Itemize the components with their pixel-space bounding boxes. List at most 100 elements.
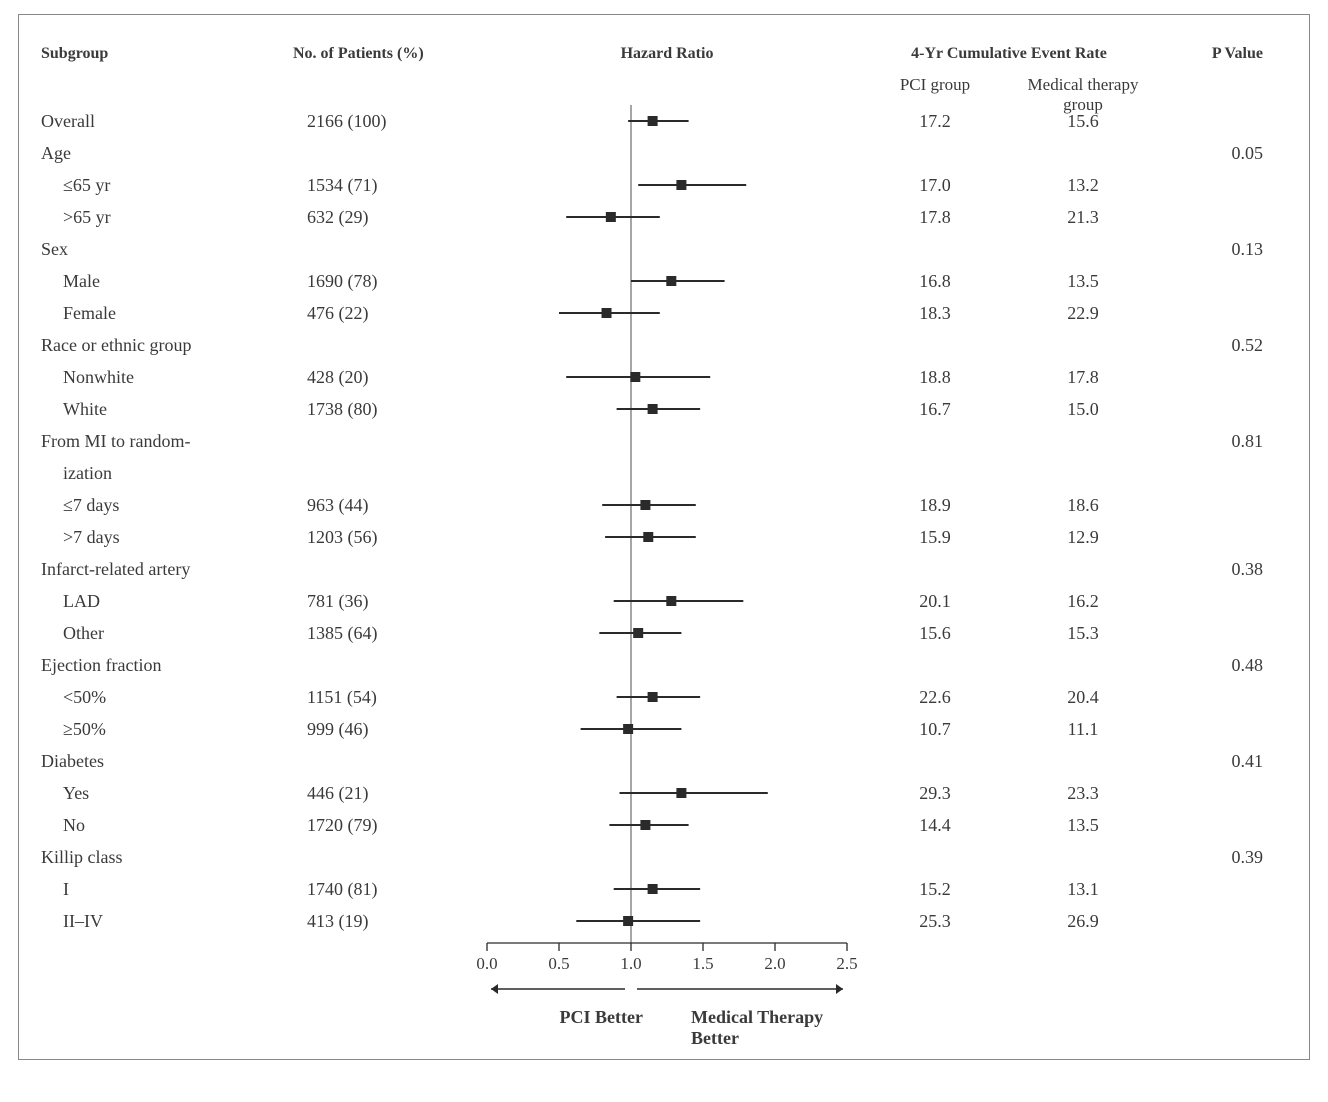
pci-rate-cell: 10.7 [865,719,1005,740]
forest-cell [477,457,857,489]
subgroup-label: No [41,815,271,836]
pvalue-cell: 0.05 [1161,143,1271,164]
subgroup-label: Other [41,623,271,644]
svg-text:0.5: 0.5 [548,954,569,973]
group-row: Infarct-related artery 0.38 [41,553,1287,585]
subgroup-label: ≤7 days [41,495,271,516]
svg-text:2.5: 2.5 [836,954,857,973]
forest-cell [477,489,857,521]
axis-svg: 0.00.51.01.52.02.5 [477,937,857,979]
header-pvalue: P Value [1161,45,1271,63]
axis-row: 0.00.51.01.52.02.5 [41,937,1287,979]
subgroup-label: ≥50% [41,719,271,740]
data-row: I1740 (81)15.213.1 [41,873,1287,905]
header-med-group: Medical therapy group [1013,75,1153,115]
subgroup-label: Diabetes [41,751,271,772]
med-rate-cell: 15.0 [1013,399,1153,420]
patients-cell: 1203 (56) [279,527,469,548]
group-row: From MI to random-0.81 [41,425,1287,457]
pvalue-cell: 0.41 [1161,751,1271,772]
forest-cell [477,137,857,169]
axis-right-label: Medical Therapy Better [685,1007,857,1049]
subgroup-label: Sex [41,239,271,260]
pvalue-cell: 0.81 [1161,431,1271,452]
forest-cell [477,361,857,393]
patients-cell: 428 (20) [279,367,469,388]
axis-label-row: PCI Better Medical Therapy Better [41,1007,1287,1049]
header-patients: No. of Patients (%) [279,45,469,63]
svg-text:1.0: 1.0 [620,954,641,973]
data-row: ≥50% 999 (46) 10.7 11.1 [41,713,1287,745]
patients-cell: 1720 (79) [279,815,469,836]
pci-rate-cell: 18.3 [865,303,1005,324]
subgroup-label: White [41,399,271,420]
group-row: Sex 0.13 [41,233,1287,265]
pci-rate-cell: 25.3 [865,911,1005,932]
arrow-cell [477,979,857,1007]
forest-table: Subgroup No. of Patients (%) Hazard Rati… [41,33,1287,1049]
group-row: Killip class0.39 [41,841,1287,873]
data-row: White1738 (80)16.715.0 [41,393,1287,425]
data-row: Female476 (22)18.322.9 [41,297,1287,329]
pvalue-cell: 0.38 [1161,559,1271,580]
subgroup-label: Race or ethnic group [41,335,271,356]
subgroup-label: Yes [41,783,271,804]
data-row: ≤7 days963 (44)18.918.6 [41,489,1287,521]
subgroup-label: <50% [41,687,271,708]
subgroup-label: Ejection fraction [41,655,271,676]
data-row: No1720 (79)14.413.5 [41,809,1287,841]
forest-cell [477,681,857,713]
pci-rate-cell: 18.9 [865,495,1005,516]
group-row: ization [41,457,1287,489]
group-row: Age 0.05 [41,137,1287,169]
data-row: Overall2166 (100)17.215.6 [41,105,1287,137]
rows-container: Overall2166 (100)17.215.6Age0.05≤65 yr15… [41,105,1287,937]
svg-text:1.5: 1.5 [692,954,713,973]
pvalue-cell: 0.13 [1161,239,1271,260]
header-subgroup: Subgroup [41,45,271,63]
patients-cell: 1385 (64) [279,623,469,644]
forest-cell [477,617,857,649]
data-row: ≤65 yr1534 (71)17.013.2 [41,169,1287,201]
subgroup-label: >65 yr [41,207,271,228]
subgroup-label: >7 days [41,527,271,548]
subgroup-label: Age [41,143,271,164]
med-rate-cell: 13.2 [1013,175,1153,196]
med-rate-cell: 13.1 [1013,879,1153,900]
pci-rate-cell: 15.6 [865,623,1005,644]
subgroup-label: Overall [41,111,271,132]
subgroup-label: Infarct-related artery [41,559,271,580]
pci-rate-cell: 29.3 [865,783,1005,804]
forest-cell [477,585,857,617]
header-event-rate: 4-Yr Cumulative Event Rate [865,45,1153,63]
pci-rate-cell: 15.9 [865,527,1005,548]
med-rate-cell: 13.5 [1013,815,1153,836]
forest-cell [477,841,857,873]
med-rate-cell: 20.4 [1013,687,1153,708]
data-row: >7 days 1203 (56) 15.9 12.9 [41,521,1287,553]
pci-rate-cell: 22.6 [865,687,1005,708]
med-rate-cell: 12.9 [1013,527,1153,548]
med-rate-cell: 11.1 [1013,719,1153,740]
subgroup-label: LAD [41,591,271,612]
subgroup-label: I [41,879,271,900]
arrow-row [41,979,1287,1007]
group-row: Race or ethnic group0.52 [41,329,1287,361]
patients-cell: 1534 (71) [279,175,469,196]
data-row: LAD781 (36)20.116.2 [41,585,1287,617]
pvalue-cell: 0.48 [1161,655,1271,676]
subgroup-label: Killip class [41,847,271,868]
med-rate-cell: 17.8 [1013,367,1153,388]
arrow-svg [477,979,857,1001]
forest-cell [477,713,857,745]
patients-cell: 1690 (78) [279,271,469,292]
med-rate-cell: 16.2 [1013,591,1153,612]
med-rate-cell: 18.6 [1013,495,1153,516]
data-row: >65 yr632 (29)17.821.3 [41,201,1287,233]
header-pci-group: PCI group [865,75,1005,115]
patients-cell: 999 (46) [279,719,469,740]
patients-cell: 2166 (100) [279,111,469,132]
data-row: Other1385 (64)15.615.3 [41,617,1287,649]
forest-cell [477,393,857,425]
patients-cell: 1740 (81) [279,879,469,900]
